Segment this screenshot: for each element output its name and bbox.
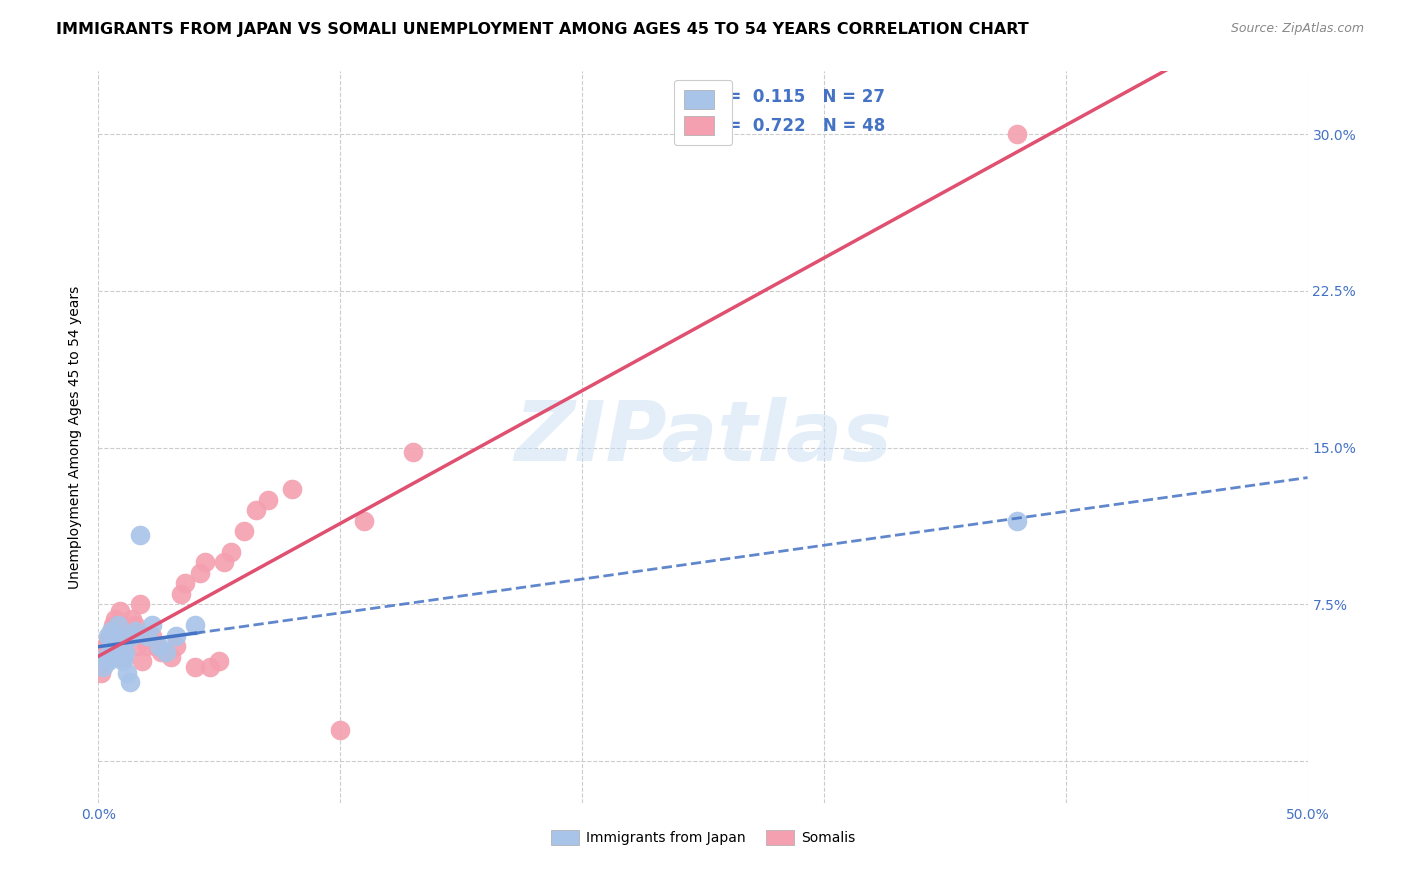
Point bbox=[174, 576, 197, 591]
Point bbox=[97, 629, 120, 643]
Point bbox=[256, 492, 278, 507]
Point bbox=[121, 629, 143, 643]
Point bbox=[111, 649, 134, 664]
Point bbox=[107, 618, 129, 632]
Point bbox=[108, 639, 131, 653]
Point bbox=[91, 660, 114, 674]
Legend: Immigrants from Japan, Somalis: Immigrants from Japan, Somalis bbox=[546, 825, 860, 851]
Point bbox=[97, 654, 120, 668]
Point bbox=[97, 645, 120, 659]
Text: R =  0.722   N = 48: R = 0.722 N = 48 bbox=[709, 117, 886, 136]
Point bbox=[1007, 127, 1029, 141]
Point bbox=[101, 632, 124, 647]
Point bbox=[329, 723, 352, 737]
Point bbox=[194, 556, 217, 570]
Point bbox=[245, 503, 267, 517]
Point bbox=[212, 556, 235, 570]
Point bbox=[104, 629, 127, 643]
Point bbox=[221, 545, 243, 559]
Point bbox=[141, 629, 163, 643]
Point bbox=[94, 649, 117, 664]
Text: IMMIGRANTS FROM JAPAN VS SOMALI UNEMPLOYMENT AMONG AGES 45 TO 54 YEARS CORRELATI: IMMIGRANTS FROM JAPAN VS SOMALI UNEMPLOY… bbox=[56, 22, 1029, 37]
Point bbox=[104, 639, 127, 653]
Point bbox=[101, 624, 124, 639]
Point bbox=[128, 528, 150, 542]
Point bbox=[100, 649, 122, 664]
Point bbox=[114, 632, 136, 647]
Point bbox=[101, 618, 124, 632]
Point bbox=[135, 639, 157, 653]
Point bbox=[124, 624, 146, 639]
Point bbox=[150, 645, 173, 659]
Point bbox=[188, 566, 211, 580]
Point bbox=[165, 629, 187, 643]
Point bbox=[108, 603, 131, 617]
Point bbox=[118, 624, 141, 639]
Point bbox=[124, 618, 146, 632]
Point bbox=[100, 639, 122, 653]
Point bbox=[155, 645, 177, 659]
Point bbox=[111, 654, 134, 668]
Point bbox=[94, 649, 117, 664]
Y-axis label: Unemployment Among Ages 45 to 54 years: Unemployment Among Ages 45 to 54 years bbox=[69, 285, 83, 589]
Point bbox=[160, 649, 183, 664]
Point bbox=[117, 629, 139, 643]
Point bbox=[128, 597, 150, 611]
Point bbox=[281, 483, 304, 497]
Point bbox=[90, 666, 112, 681]
Point bbox=[107, 629, 129, 643]
Point bbox=[107, 649, 129, 664]
Point bbox=[91, 654, 114, 668]
Point bbox=[127, 639, 149, 653]
Point bbox=[111, 618, 134, 632]
Point bbox=[148, 639, 170, 653]
Point bbox=[198, 660, 221, 674]
Text: Source: ZipAtlas.com: Source: ZipAtlas.com bbox=[1230, 22, 1364, 36]
Point bbox=[114, 645, 136, 659]
Point bbox=[131, 654, 153, 668]
Point bbox=[165, 639, 187, 653]
Point bbox=[101, 645, 124, 659]
Point bbox=[100, 649, 122, 664]
Point bbox=[353, 514, 375, 528]
Point bbox=[121, 612, 143, 626]
Point bbox=[100, 624, 122, 639]
Point bbox=[184, 618, 207, 632]
Point bbox=[232, 524, 254, 538]
Point bbox=[1007, 514, 1029, 528]
Text: R =  0.115   N = 27: R = 0.115 N = 27 bbox=[709, 88, 884, 106]
Point bbox=[100, 629, 122, 643]
Point bbox=[97, 632, 120, 647]
Point bbox=[135, 629, 157, 643]
Point bbox=[402, 444, 425, 458]
Point bbox=[94, 639, 117, 653]
Point bbox=[111, 649, 134, 664]
Point bbox=[169, 587, 191, 601]
Point bbox=[208, 654, 231, 668]
Text: ZIPatlas: ZIPatlas bbox=[515, 397, 891, 477]
Point bbox=[141, 618, 163, 632]
Point bbox=[118, 674, 141, 689]
Point bbox=[184, 660, 207, 674]
Point bbox=[104, 612, 127, 626]
Point bbox=[145, 639, 167, 653]
Point bbox=[117, 666, 139, 681]
